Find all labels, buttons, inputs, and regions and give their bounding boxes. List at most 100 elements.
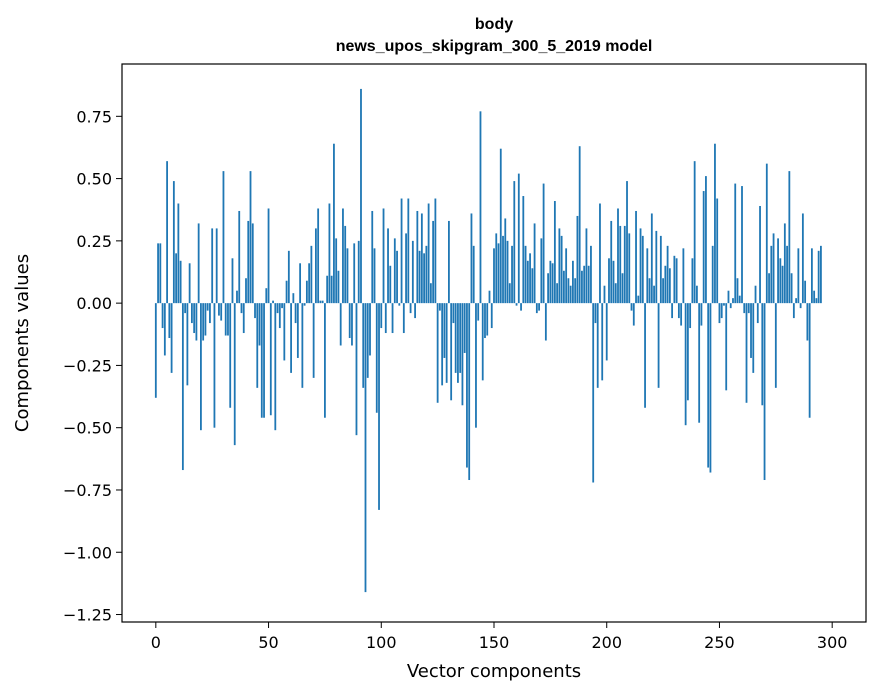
bar	[407, 198, 410, 304]
bar	[157, 243, 159, 304]
bar	[779, 258, 782, 304]
bar	[452, 303, 455, 324]
bar	[725, 303, 728, 391]
bar	[380, 303, 383, 329]
bar	[479, 111, 482, 304]
x-tick-label: 150	[479, 633, 510, 652]
bar	[353, 243, 356, 304]
bar	[384, 303, 387, 334]
bar	[267, 208, 270, 304]
bar	[172, 181, 175, 304]
bar	[299, 263, 302, 304]
bar	[251, 223, 254, 304]
bar	[278, 303, 281, 329]
bar	[810, 248, 813, 304]
bar	[623, 225, 626, 304]
bar	[493, 248, 495, 304]
bar	[154, 303, 157, 398]
bar	[200, 303, 202, 431]
bars-group	[154, 88, 822, 593]
bar	[628, 233, 631, 304]
bar	[209, 303, 211, 324]
bar	[429, 283, 432, 304]
x-axis-label: Vector components	[407, 661, 581, 682]
bar	[193, 303, 196, 334]
bar	[572, 260, 574, 304]
bar	[337, 270, 340, 304]
bar	[472, 245, 475, 304]
x-axis-ticks: 0 50 100 150 200 250 300	[151, 622, 847, 652]
bar	[438, 303, 441, 311]
bar	[161, 303, 164, 329]
bar	[344, 225, 347, 304]
bar	[411, 240, 414, 304]
bar	[360, 88, 362, 304]
bar	[416, 210, 419, 304]
y-axis-ticks: −1.25 −1.00 −0.75 −0.50 −0.25 0.00 0.25 0.50 0.7…	[63, 107, 122, 625]
bar	[574, 278, 577, 304]
bar	[224, 303, 227, 336]
bar	[497, 243, 500, 304]
bar	[312, 303, 315, 378]
bar	[490, 303, 493, 329]
bar	[317, 208, 320, 304]
bar	[265, 288, 268, 304]
x-tick-label: 200	[591, 633, 622, 652]
bar	[202, 303, 205, 341]
bar	[326, 275, 329, 304]
bar	[680, 303, 683, 326]
bar	[736, 278, 739, 304]
bar	[677, 303, 680, 319]
bar	[398, 303, 401, 306]
bar	[707, 303, 710, 468]
bar	[195, 303, 198, 341]
bar	[425, 245, 428, 304]
bar	[427, 203, 430, 304]
bar	[544, 303, 547, 341]
bar	[310, 245, 313, 304]
bar	[166, 161, 168, 304]
bar	[402, 303, 405, 334]
bar	[612, 260, 615, 304]
bar	[772, 233, 775, 304]
bar	[517, 173, 520, 304]
bar	[355, 303, 358, 436]
y-tick-label: −0.25	[63, 356, 112, 375]
y-tick-label: −1.25	[63, 606, 112, 625]
bar	[820, 245, 822, 304]
bar	[229, 303, 232, 408]
bar	[567, 278, 570, 304]
bar	[339, 303, 342, 346]
bar	[364, 303, 367, 593]
bar	[765, 163, 768, 304]
bar	[745, 303, 748, 403]
bar	[245, 278, 247, 304]
bar	[204, 303, 207, 336]
bar	[786, 245, 788, 304]
bar	[720, 303, 723, 319]
bar	[301, 303, 304, 388]
bar	[743, 303, 746, 314]
bar	[777, 238, 779, 304]
bar	[233, 303, 236, 446]
bar	[549, 260, 552, 304]
bar	[551, 263, 554, 304]
bar	[450, 303, 453, 401]
bar	[175, 253, 178, 304]
bar	[475, 303, 477, 428]
bar	[801, 213, 804, 304]
bar	[357, 240, 360, 304]
bar	[405, 233, 407, 304]
bar	[391, 303, 394, 334]
bar	[269, 303, 272, 416]
bar	[594, 303, 597, 324]
x-tick-label: 50	[258, 633, 278, 652]
bar	[614, 283, 617, 304]
bar	[709, 303, 712, 473]
bar	[242, 303, 245, 334]
bar	[436, 303, 439, 403]
bar	[698, 303, 701, 423]
bar	[177, 203, 180, 304]
bar	[560, 235, 563, 304]
